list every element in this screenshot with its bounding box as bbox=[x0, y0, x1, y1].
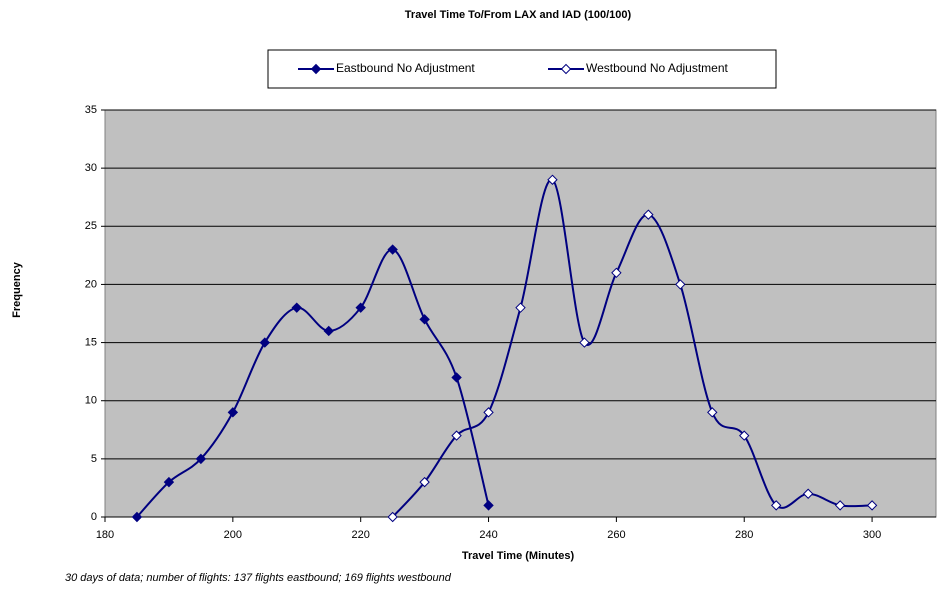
footnote: 30 days of data; number of flights: 137 … bbox=[65, 572, 452, 584]
legend-label: Eastbound No Adjustment bbox=[336, 61, 475, 75]
y-tick-label: 35 bbox=[85, 104, 97, 116]
marker bbox=[163, 476, 175, 488]
legend-marker bbox=[560, 63, 572, 75]
marker bbox=[387, 244, 398, 255]
y-axis-label: Frequency bbox=[11, 261, 23, 318]
x-tick-label: 280 bbox=[735, 529, 753, 541]
legend-box bbox=[267, 49, 777, 89]
y-tick-label: 30 bbox=[85, 162, 97, 174]
y-tick-label: 20 bbox=[85, 278, 97, 290]
marker bbox=[770, 500, 782, 511]
marker bbox=[195, 453, 207, 465]
x-tick-label: 240 bbox=[479, 529, 497, 541]
marker bbox=[387, 511, 398, 523]
y-tick-label: 15 bbox=[85, 336, 97, 348]
x-tick-label: 260 bbox=[607, 529, 625, 541]
marker bbox=[675, 279, 686, 290]
marker bbox=[323, 325, 334, 337]
marker bbox=[419, 314, 430, 325]
marker bbox=[291, 302, 302, 313]
y-tick-label: 25 bbox=[85, 220, 97, 232]
legend-marker bbox=[310, 63, 322, 75]
marker bbox=[515, 302, 526, 313]
chart-title: Travel Time To/From LAX and IAD (100/100… bbox=[405, 9, 632, 21]
marker bbox=[227, 407, 239, 418]
marker bbox=[483, 407, 494, 418]
x-axis-label: Travel Time (Minutes) bbox=[462, 550, 575, 562]
marker bbox=[834, 500, 846, 511]
x-tick-label: 200 bbox=[224, 529, 242, 541]
marker bbox=[451, 372, 462, 383]
marker bbox=[643, 209, 654, 220]
marker bbox=[259, 337, 271, 348]
marker bbox=[355, 302, 366, 313]
y-tick-label: 10 bbox=[85, 395, 97, 407]
marker bbox=[547, 174, 558, 185]
marker bbox=[483, 500, 494, 511]
x-tick-label: 300 bbox=[863, 529, 881, 541]
marker bbox=[131, 511, 143, 523]
marker bbox=[611, 267, 622, 279]
plot-area bbox=[104, 109, 937, 518]
y-tick-label: 0 bbox=[91, 511, 97, 523]
legend-label: Westbound No Adjustment bbox=[586, 61, 729, 75]
marker bbox=[707, 407, 718, 418]
marker bbox=[802, 488, 814, 499]
marker bbox=[579, 337, 590, 348]
x-tick-label: 220 bbox=[352, 529, 370, 541]
marker bbox=[419, 476, 430, 488]
marker bbox=[739, 430, 750, 441]
x-tick-label: 180 bbox=[96, 529, 114, 541]
marker bbox=[866, 500, 878, 511]
y-tick-label: 5 bbox=[91, 453, 97, 465]
marker bbox=[451, 430, 462, 441]
